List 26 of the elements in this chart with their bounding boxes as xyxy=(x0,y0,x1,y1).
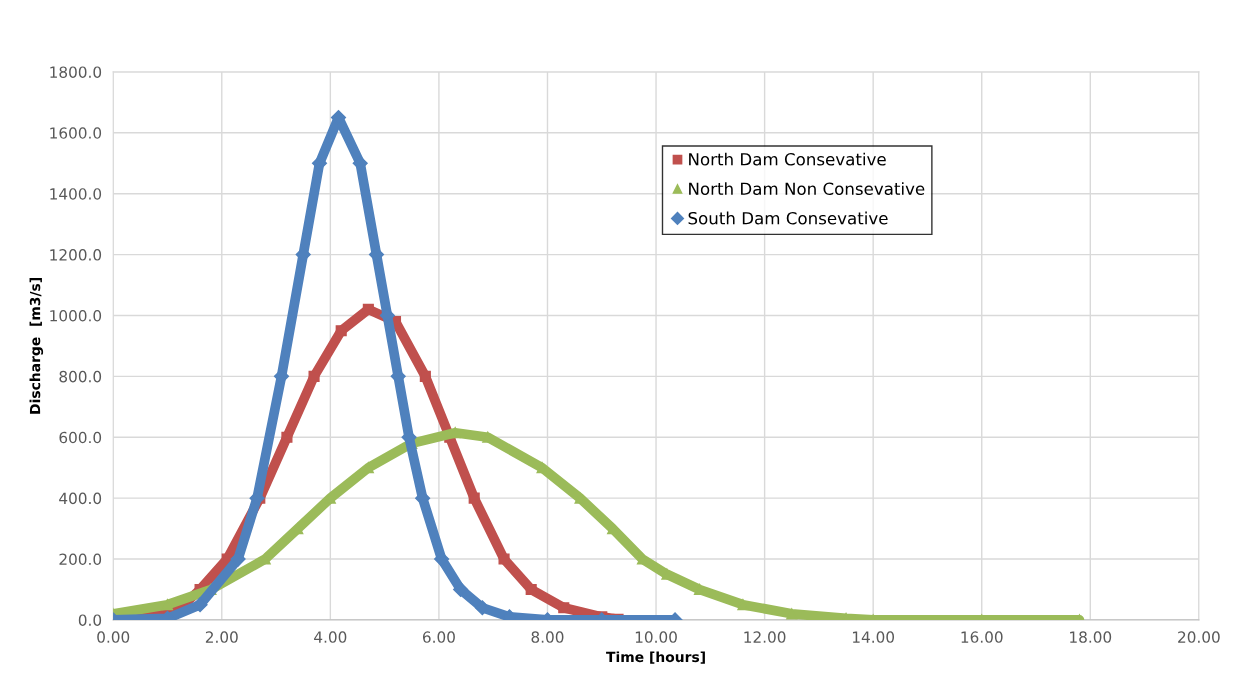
x-tick-label: 0.00 xyxy=(97,631,130,643)
x-tick-label: 2.00 xyxy=(205,631,238,643)
x-tick-label: 20.00 xyxy=(1178,631,1220,643)
y-tick-label: 1000.0 xyxy=(50,309,102,322)
y-tick-label: 1600.0 xyxy=(50,127,102,139)
y-tick-label: 400.0 xyxy=(59,492,102,505)
x-tick-label: 10.00 xyxy=(635,631,677,643)
x-tick-label: 18.00 xyxy=(1070,631,1112,643)
x-tick-label: 6.00 xyxy=(422,631,455,643)
y-tick-label: 1200.0 xyxy=(50,249,102,261)
y-tick-label: 1800.0 xyxy=(50,66,102,78)
y-tick-label: 800.0 xyxy=(59,370,102,383)
y-tick-label: 0.0 xyxy=(78,614,102,626)
x-axis-title: Time [hours] xyxy=(606,651,705,664)
y-tick-label: 1400.0 xyxy=(50,188,102,200)
legend-label: North Dam Non Consevative xyxy=(689,182,925,196)
x-tick-label: 4.00 xyxy=(314,631,347,643)
y-tick-label: 200.0 xyxy=(59,553,102,566)
x-tick-label: 12.00 xyxy=(744,631,786,643)
y-tick-label: 600.0 xyxy=(59,431,102,444)
y-axis-title: Discharge [m3/s] xyxy=(29,278,44,414)
legend-label: North Dam Consevative xyxy=(689,152,886,166)
x-tick-label: 14.00 xyxy=(852,631,895,643)
legend-label: South Dam Consevative xyxy=(688,211,888,225)
x-tick-label: 16.00 xyxy=(961,631,1003,643)
x-tick-label: 8.00 xyxy=(531,631,564,643)
